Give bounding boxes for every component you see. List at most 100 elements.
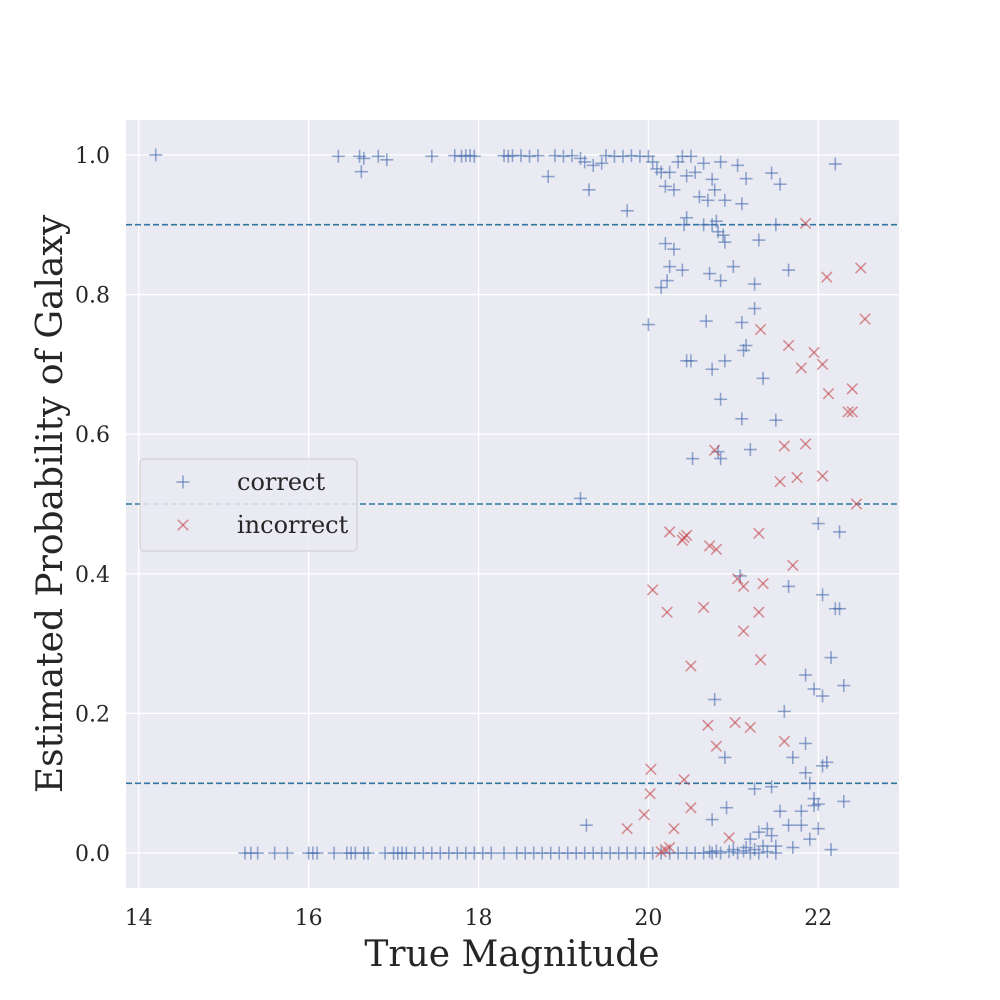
correct-point xyxy=(752,825,766,839)
correct-point xyxy=(709,214,723,228)
correct-point xyxy=(765,780,779,794)
incorrect-point xyxy=(737,580,750,593)
legend: correct incorrect xyxy=(139,458,358,552)
legend-marker-correct xyxy=(176,475,190,489)
correct-point xyxy=(773,177,787,191)
x-tick-label: 18 xyxy=(465,906,493,931)
incorrect-point xyxy=(787,559,799,572)
correct-point xyxy=(327,846,341,860)
incorrect-point xyxy=(757,577,769,590)
incorrect-point xyxy=(663,526,676,538)
incorrect-point xyxy=(842,406,854,418)
incorrect-point xyxy=(846,406,859,418)
incorrect-point xyxy=(850,498,863,510)
legend-plus-icon xyxy=(176,475,190,489)
correct-point xyxy=(720,801,734,815)
correct-point xyxy=(595,156,609,170)
correct-point xyxy=(718,354,732,368)
incorrect-point xyxy=(729,716,741,729)
correct-point xyxy=(357,151,371,165)
correct-point xyxy=(361,846,375,860)
correct-point xyxy=(811,822,825,836)
correct-point xyxy=(667,242,681,256)
x-tick-labels: 14 16 18 20 22 xyxy=(125,906,833,931)
incorrect-point xyxy=(678,774,690,786)
correct-point xyxy=(268,846,282,860)
correct-point xyxy=(663,260,677,274)
correct-point xyxy=(735,412,749,426)
correct-point xyxy=(714,155,728,169)
correct-point xyxy=(697,156,711,170)
incorrect-point xyxy=(821,271,833,283)
correct-point xyxy=(692,190,706,204)
correct-point xyxy=(833,525,847,539)
correct-point xyxy=(680,211,694,225)
incorrect-point xyxy=(685,660,697,672)
correct-point xyxy=(816,588,830,602)
correct-point xyxy=(663,165,677,179)
correct-point xyxy=(716,228,730,242)
correct-point xyxy=(646,155,660,169)
correct-point xyxy=(708,692,722,706)
x-tick-label: 22 xyxy=(804,906,832,931)
incorrect-point xyxy=(778,440,791,452)
correct-point xyxy=(811,797,825,811)
correct-point xyxy=(737,844,751,858)
correct-point xyxy=(718,750,732,764)
y-tick-label: 0.8 xyxy=(75,284,110,309)
incorrect-point xyxy=(816,470,829,482)
legend-x-icon xyxy=(177,519,189,531)
correct-point xyxy=(799,736,813,750)
incorrect-point xyxy=(697,601,710,614)
correct-point xyxy=(722,845,736,859)
correct-point xyxy=(701,193,715,207)
correct-point xyxy=(677,218,691,232)
correct-point xyxy=(803,776,817,790)
correct-point xyxy=(748,782,762,796)
incorrect-point xyxy=(678,531,690,544)
correct-point xyxy=(739,172,753,186)
correct-point xyxy=(760,822,774,836)
legend-label-incorrect: incorrect xyxy=(237,511,349,539)
correct-point xyxy=(803,832,817,846)
y-tick-label: 0.0 xyxy=(75,842,110,867)
correct-point xyxy=(680,169,694,183)
correct-point xyxy=(497,846,511,860)
correct-point xyxy=(735,197,749,211)
incorrect-point xyxy=(795,362,808,374)
incorrect-point xyxy=(685,801,697,814)
correct-point xyxy=(280,846,294,860)
incorrect-point xyxy=(778,735,791,748)
y-tick-labels: 0.0 0.2 0.4 0.6 0.8 1.0 xyxy=(75,144,110,867)
correct-point xyxy=(769,413,783,427)
incorrect-point xyxy=(710,740,723,753)
correct-point xyxy=(660,274,674,288)
correct-point xyxy=(467,149,481,163)
correct-point xyxy=(782,263,796,277)
x-tick-label: 20 xyxy=(634,906,662,931)
correct-point xyxy=(824,651,838,665)
correct-point xyxy=(769,846,783,860)
correct-point xyxy=(765,829,779,843)
incorrect-point xyxy=(644,787,656,800)
correct-point xyxy=(354,165,368,179)
correct-point xyxy=(811,517,825,531)
incorrect-point xyxy=(663,841,676,854)
correct-point xyxy=(743,832,757,846)
y-tick-label: 0.6 xyxy=(75,423,110,448)
legend-marker-incorrect xyxy=(177,519,189,531)
correct-point xyxy=(531,149,545,163)
correct-point xyxy=(654,281,668,295)
data-points xyxy=(149,148,871,860)
incorrect-point xyxy=(638,808,650,821)
correct-point xyxy=(828,157,842,171)
correct-point xyxy=(703,267,717,281)
x-tick-label: 16 xyxy=(295,906,323,931)
correct-point xyxy=(748,302,762,316)
correct-point xyxy=(837,794,851,808)
correct-point xyxy=(310,846,324,860)
correct-point xyxy=(739,339,753,353)
correct-point xyxy=(718,193,732,207)
x-axis-label: True Magnitude xyxy=(364,934,659,975)
